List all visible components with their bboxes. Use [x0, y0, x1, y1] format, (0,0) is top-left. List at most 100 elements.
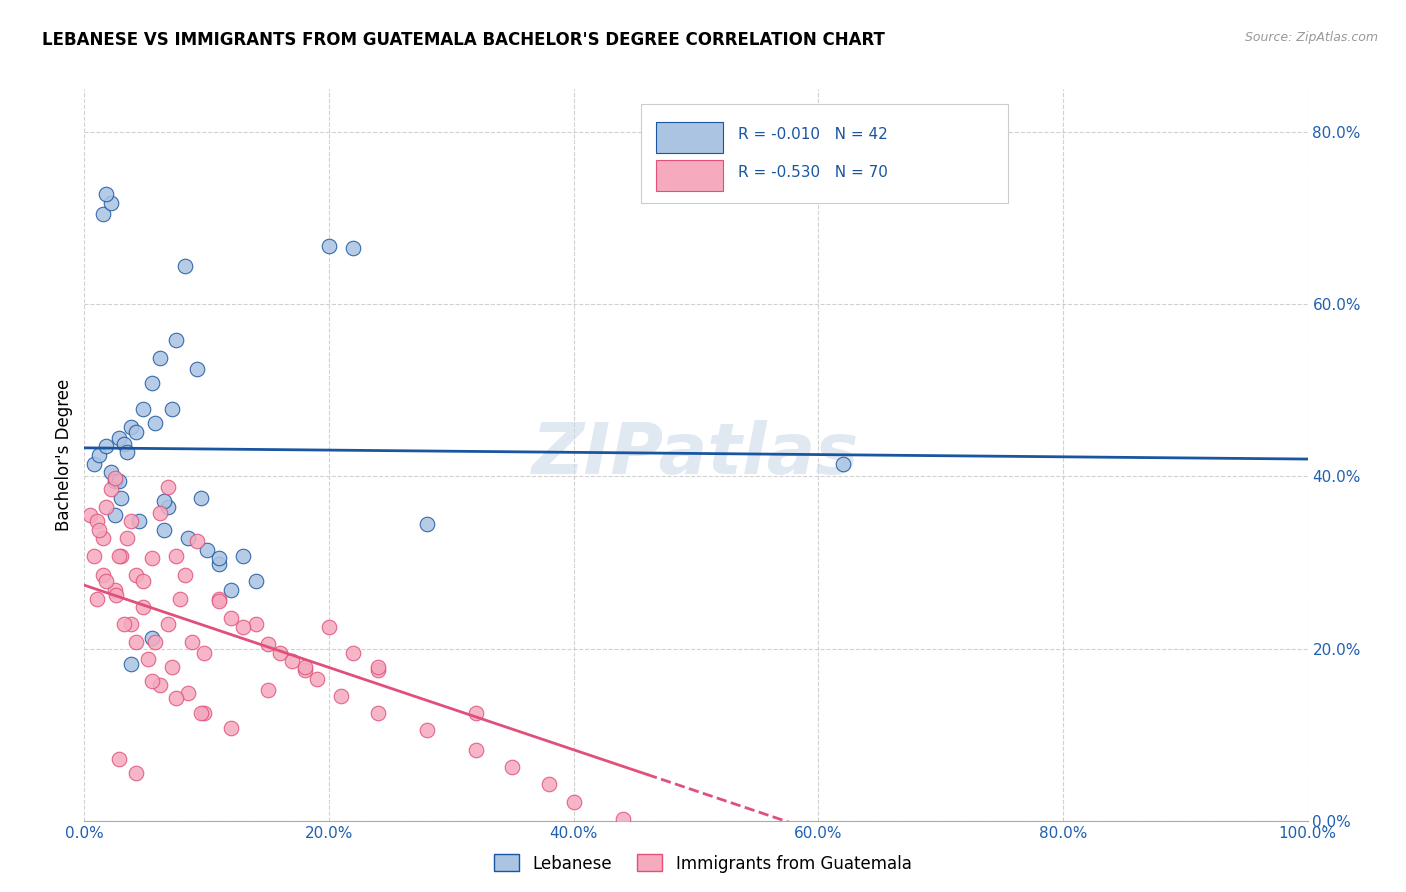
Point — [416, 516, 439, 531]
Point — [87, 523, 110, 537]
Point — [219, 611, 242, 625]
Point — [120, 657, 142, 671]
Point — [125, 568, 148, 582]
Point — [232, 620, 254, 634]
Point — [120, 617, 142, 632]
Point — [115, 532, 138, 546]
Point — [831, 457, 853, 471]
Point — [100, 465, 122, 479]
Point — [318, 239, 340, 253]
Point — [193, 706, 215, 720]
Point — [143, 416, 166, 430]
Point — [87, 448, 110, 462]
Point — [141, 674, 163, 689]
Point — [416, 723, 439, 738]
Point — [86, 591, 108, 606]
Point — [294, 660, 316, 674]
Point — [149, 351, 172, 365]
Point — [367, 706, 389, 720]
Point — [141, 631, 163, 645]
Point — [104, 474, 127, 488]
Text: R = -0.530   N = 70: R = -0.530 N = 70 — [738, 165, 887, 180]
Text: ZIPatlas: ZIPatlas — [533, 420, 859, 490]
Point — [120, 514, 142, 528]
Point — [464, 706, 486, 720]
Point — [195, 542, 218, 557]
Point — [257, 682, 280, 697]
Point — [107, 752, 129, 766]
Point — [149, 678, 172, 692]
Point — [112, 617, 135, 632]
Point — [367, 660, 389, 674]
Point — [107, 474, 129, 488]
Point — [79, 508, 101, 523]
FancyBboxPatch shape — [641, 103, 1008, 202]
Point — [141, 376, 163, 391]
Point — [173, 568, 195, 582]
Point — [153, 493, 176, 508]
Point — [186, 362, 208, 376]
Point — [132, 574, 155, 589]
Point — [165, 691, 187, 706]
Point — [107, 431, 129, 445]
Y-axis label: Bachelor's Degree: Bachelor's Degree — [55, 379, 73, 531]
Text: LEBANESE VS IMMIGRANTS FROM GUATEMALA BACHELOR'S DEGREE CORRELATION CHART: LEBANESE VS IMMIGRANTS FROM GUATEMALA BA… — [42, 31, 884, 49]
Point — [257, 637, 280, 651]
Point — [96, 574, 118, 589]
Point — [232, 549, 254, 563]
Point — [177, 532, 200, 546]
Point — [96, 500, 118, 514]
Point — [96, 439, 118, 453]
Point — [208, 551, 231, 566]
Point — [83, 549, 105, 563]
Point — [143, 634, 166, 648]
Point — [169, 591, 191, 606]
Point — [115, 445, 138, 459]
Point — [281, 655, 304, 669]
Point — [156, 500, 179, 514]
Point — [91, 532, 114, 546]
Point — [193, 646, 215, 660]
Point — [464, 743, 486, 757]
Point — [156, 480, 179, 494]
Point — [153, 523, 176, 537]
Point — [96, 187, 118, 202]
Point — [208, 591, 231, 606]
Point — [177, 686, 200, 700]
Point — [219, 582, 242, 597]
Point — [245, 617, 267, 632]
Point — [562, 795, 585, 809]
Point — [112, 436, 135, 450]
Point — [141, 551, 163, 566]
Point — [128, 514, 150, 528]
Point — [132, 402, 155, 417]
Point — [186, 533, 208, 548]
Point — [100, 195, 122, 210]
Point — [104, 471, 127, 485]
Point — [162, 402, 184, 417]
Bar — [655, 122, 723, 153]
Point — [136, 652, 159, 666]
Point — [125, 634, 148, 648]
Point — [165, 549, 187, 563]
Point — [190, 706, 212, 720]
Point — [107, 549, 129, 563]
Point — [208, 594, 231, 608]
Point — [208, 558, 231, 572]
Text: Source: ZipAtlas.com: Source: ZipAtlas.com — [1244, 31, 1378, 45]
Legend: Lebanese, Immigrants from Guatemala: Lebanese, Immigrants from Guatemala — [488, 847, 918, 880]
Point — [305, 672, 328, 686]
Point — [190, 491, 212, 505]
Point — [125, 766, 148, 780]
Point — [367, 663, 389, 677]
Point — [245, 574, 267, 589]
Point — [86, 514, 108, 528]
Point — [173, 259, 195, 273]
Bar — [655, 161, 723, 191]
Point — [165, 334, 187, 348]
Point — [342, 241, 364, 255]
Point — [269, 646, 291, 660]
Point — [132, 600, 155, 615]
Point — [110, 549, 132, 563]
Point — [330, 689, 353, 703]
